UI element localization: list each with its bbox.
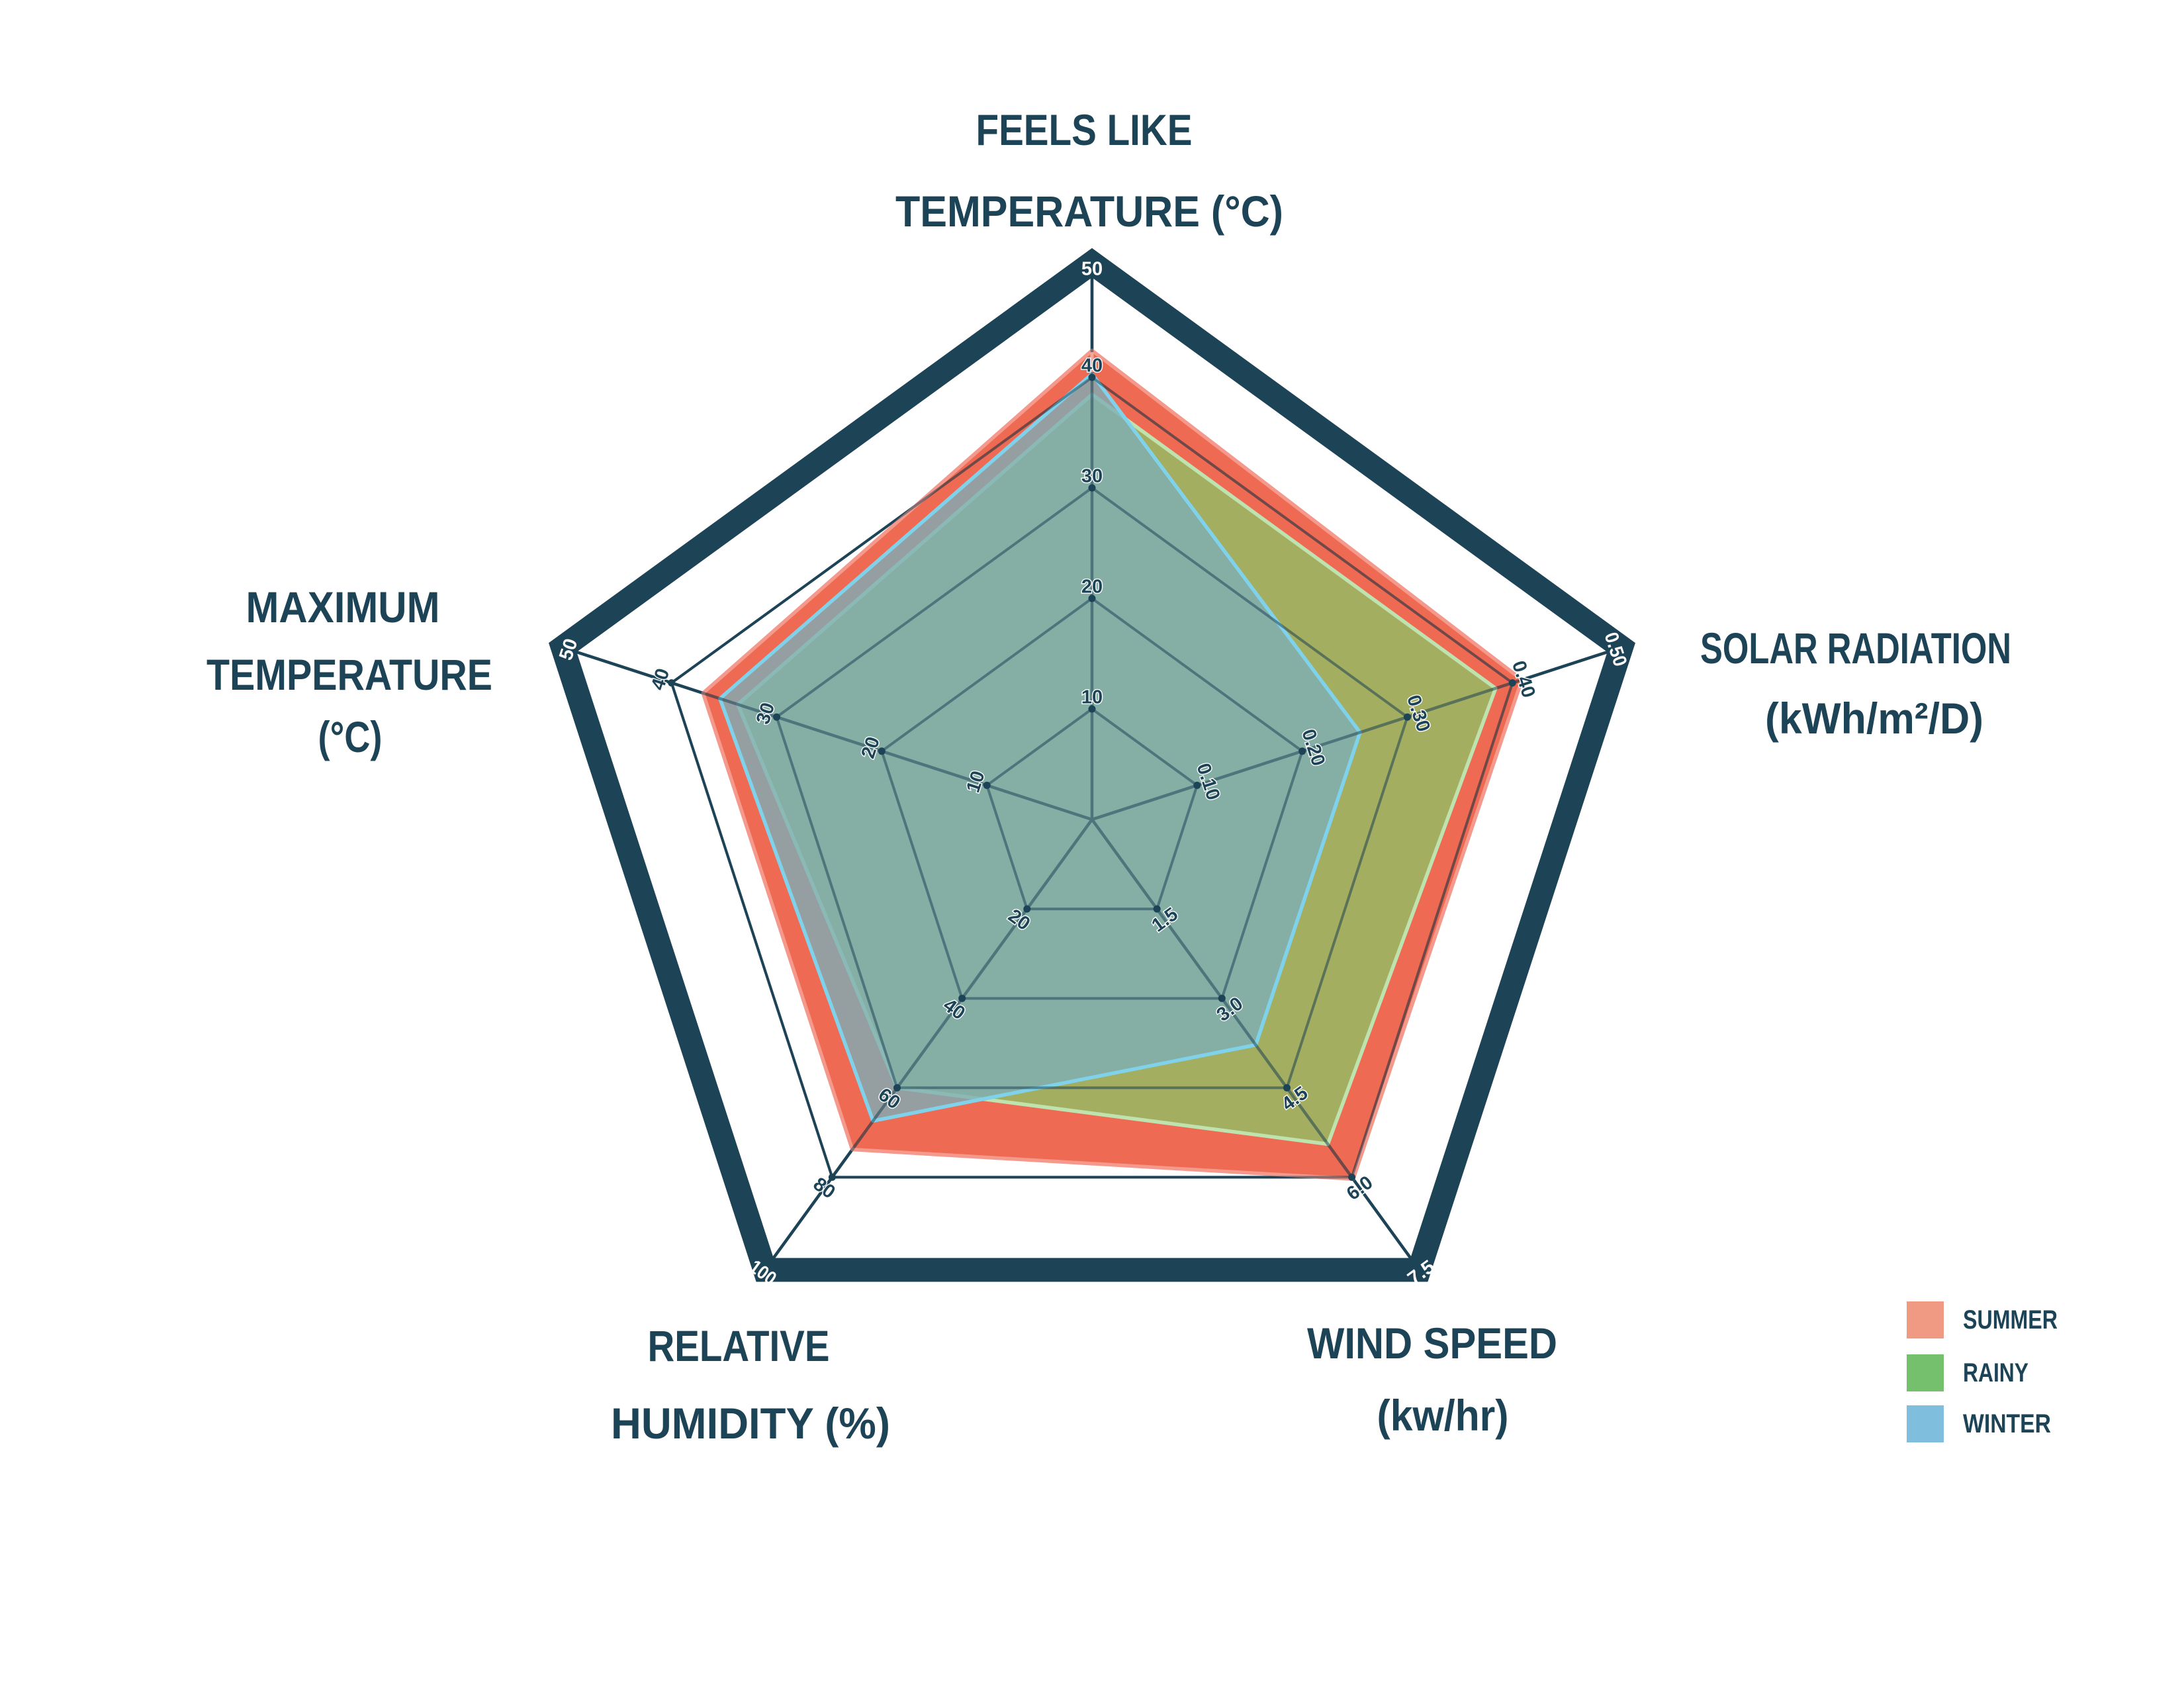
svg-text:TEMPERATURE (°C): TEMPERATURE (°C) — [895, 187, 1283, 236]
svg-text:WIND SPEED: WIND SPEED — [1307, 1319, 1557, 1368]
svg-text:30: 30 — [1081, 466, 1103, 487]
svg-text:20: 20 — [1081, 577, 1103, 598]
svg-text:40: 40 — [1081, 355, 1103, 377]
svg-text:10: 10 — [1081, 687, 1103, 708]
svg-text:RELATIVE: RELATIVE — [648, 1321, 830, 1370]
svg-text:RAINY: RAINY — [1963, 1358, 2028, 1387]
svg-text:WINTER: WINTER — [1963, 1409, 2051, 1438]
svg-text:SUMMER: SUMMER — [1963, 1305, 2058, 1335]
svg-text:TEMPERATURE: TEMPERATURE — [206, 650, 492, 699]
svg-text:(kw/hr): (kw/hr) — [1377, 1391, 1509, 1440]
svg-text:SOLAR RADIATION: SOLAR RADIATION — [1700, 624, 2011, 673]
svg-text:HUMIDITY (%): HUMIDITY (%) — [611, 1399, 890, 1448]
svg-text:(°C): (°C) — [318, 712, 383, 761]
svg-text:FEELS LIKE: FEELS LIKE — [976, 105, 1193, 154]
svg-text:50: 50 — [1081, 259, 1103, 280]
svg-text:MAXIMUM: MAXIMUM — [246, 583, 440, 632]
svg-text:(kWh/m²/D): (kWh/m²/D) — [1765, 694, 1983, 743]
